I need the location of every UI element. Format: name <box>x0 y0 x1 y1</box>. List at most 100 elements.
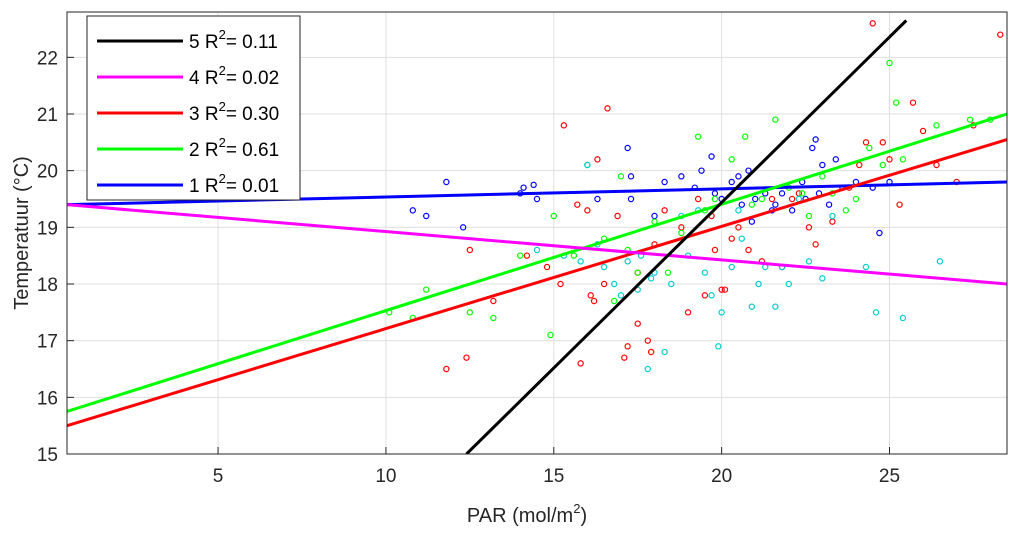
data-point-red <box>463 354 470 361</box>
data-point-red <box>997 31 1004 38</box>
data-point-red <box>701 292 709 299</box>
data-point-red <box>684 309 692 316</box>
plot-frame <box>66 11 1008 455</box>
data-point-red <box>768 195 776 203</box>
data-point-green <box>805 212 813 220</box>
data-point-cyan <box>899 314 907 322</box>
data-point-red <box>718 286 725 293</box>
data-point-green <box>893 99 900 106</box>
x-tick-label: 5 <box>213 466 224 487</box>
y-tick-labels: 15 16 17 18 19 20 21 22 <box>37 48 58 466</box>
legend: 5 R2= 0.11 4 R2= 0.02 3 R2= 0.30 2 R2= 0.61… <box>86 15 301 201</box>
data-point-red <box>590 297 598 305</box>
data-point-red <box>577 360 584 367</box>
data-point-green <box>741 133 749 140</box>
data-point-green <box>933 122 940 129</box>
data-point-cyan <box>533 246 541 254</box>
fit-line-5 <box>465 19 908 454</box>
legend-entry-2: 2 R2= 0.61 <box>189 135 279 161</box>
data-point-cyan <box>617 292 625 299</box>
data-point-green <box>678 229 685 237</box>
data-point-red <box>587 292 594 299</box>
data-point-red <box>862 139 870 146</box>
data-point-red <box>728 235 735 242</box>
data-point-cyan <box>701 269 709 276</box>
data-point-red <box>661 207 668 214</box>
data-point-blue <box>661 178 668 186</box>
data-point-red <box>812 241 819 248</box>
data-point-red <box>869 20 876 27</box>
data-point-red <box>886 156 893 163</box>
y-tick-label: 15 <box>37 445 58 466</box>
data-point-red <box>443 365 450 373</box>
y-tick-label: 16 <box>37 388 58 409</box>
data-point-cyan <box>829 212 836 220</box>
data-point-red <box>634 320 641 327</box>
data-point-cyan <box>872 309 880 316</box>
data-point-red <box>919 127 927 135</box>
data-point-red <box>788 195 796 203</box>
data-point-red <box>621 354 628 361</box>
data-point-green <box>711 195 719 203</box>
data-point-red <box>909 99 917 106</box>
data-point-green <box>694 133 702 140</box>
x-tick-labels: 5 10 15 20 25 <box>213 466 900 487</box>
legend-entry-4: 4 R2= 0.02 <box>189 63 279 89</box>
data-point-green <box>866 144 873 152</box>
data-point-cyan <box>728 263 735 271</box>
data-point-blue <box>678 173 685 180</box>
fit-line-2 <box>67 112 1007 413</box>
data-point-cyan <box>738 235 745 242</box>
data-point-blue <box>745 167 752 174</box>
data-point-green <box>842 207 850 214</box>
data-point-blue <box>459 224 467 231</box>
data-point-cyan <box>708 292 715 299</box>
data-point-red <box>557 280 564 288</box>
data-point-red <box>694 195 702 203</box>
data-point-blue <box>423 212 430 220</box>
data-point-green <box>852 195 860 203</box>
data-point-green <box>772 116 779 123</box>
data-point-green <box>879 161 886 169</box>
data-point-red <box>735 224 742 231</box>
data-point-red <box>543 263 551 271</box>
data-point-blue <box>627 195 635 203</box>
data-point-red <box>624 343 631 350</box>
legend-entry-1: 1 R2= 0.01 <box>189 171 279 197</box>
data-point-blue <box>735 173 742 180</box>
x-tick-label: 10 <box>375 466 396 487</box>
data-point-green <box>490 314 497 322</box>
data-point-red <box>644 337 651 344</box>
data-point-green <box>966 116 974 123</box>
x-axis-label: PAR (mol/m2) <box>467 501 587 527</box>
data-point-blue <box>708 153 715 160</box>
data-point-blue <box>812 136 819 143</box>
data-point-red <box>594 156 601 163</box>
data-point-green <box>617 173 625 180</box>
data-point-cyan <box>647 275 655 282</box>
data-point-blue <box>627 173 635 180</box>
data-point-cyan <box>600 263 608 271</box>
data-point-green <box>664 269 672 276</box>
legend-entry-5: 5 R2= 0.11 <box>189 27 278 53</box>
data-point-cyan <box>819 275 826 282</box>
legend-entry-3: 3 R2= 0.30 <box>189 99 279 125</box>
data-point-blue <box>819 161 826 169</box>
data-point-blue <box>832 156 839 163</box>
data-point-cyan <box>644 365 651 373</box>
data-point-red <box>856 161 863 169</box>
data-point-green <box>886 59 893 67</box>
data-point-blue <box>752 195 759 203</box>
x-tick-label: 20 <box>711 466 732 487</box>
data-point-red <box>600 280 608 288</box>
data-point-cyan <box>862 263 870 271</box>
data-point-blue <box>788 207 796 214</box>
data-point-red <box>614 212 621 220</box>
data-point-blue <box>520 184 527 191</box>
data-point-cyan <box>718 309 725 316</box>
data-point-blue <box>772 201 779 208</box>
data-point-red <box>584 207 591 214</box>
x-tick-label: 15 <box>543 466 564 487</box>
fit-line-3 <box>67 138 1007 428</box>
data-point-green <box>748 201 756 208</box>
